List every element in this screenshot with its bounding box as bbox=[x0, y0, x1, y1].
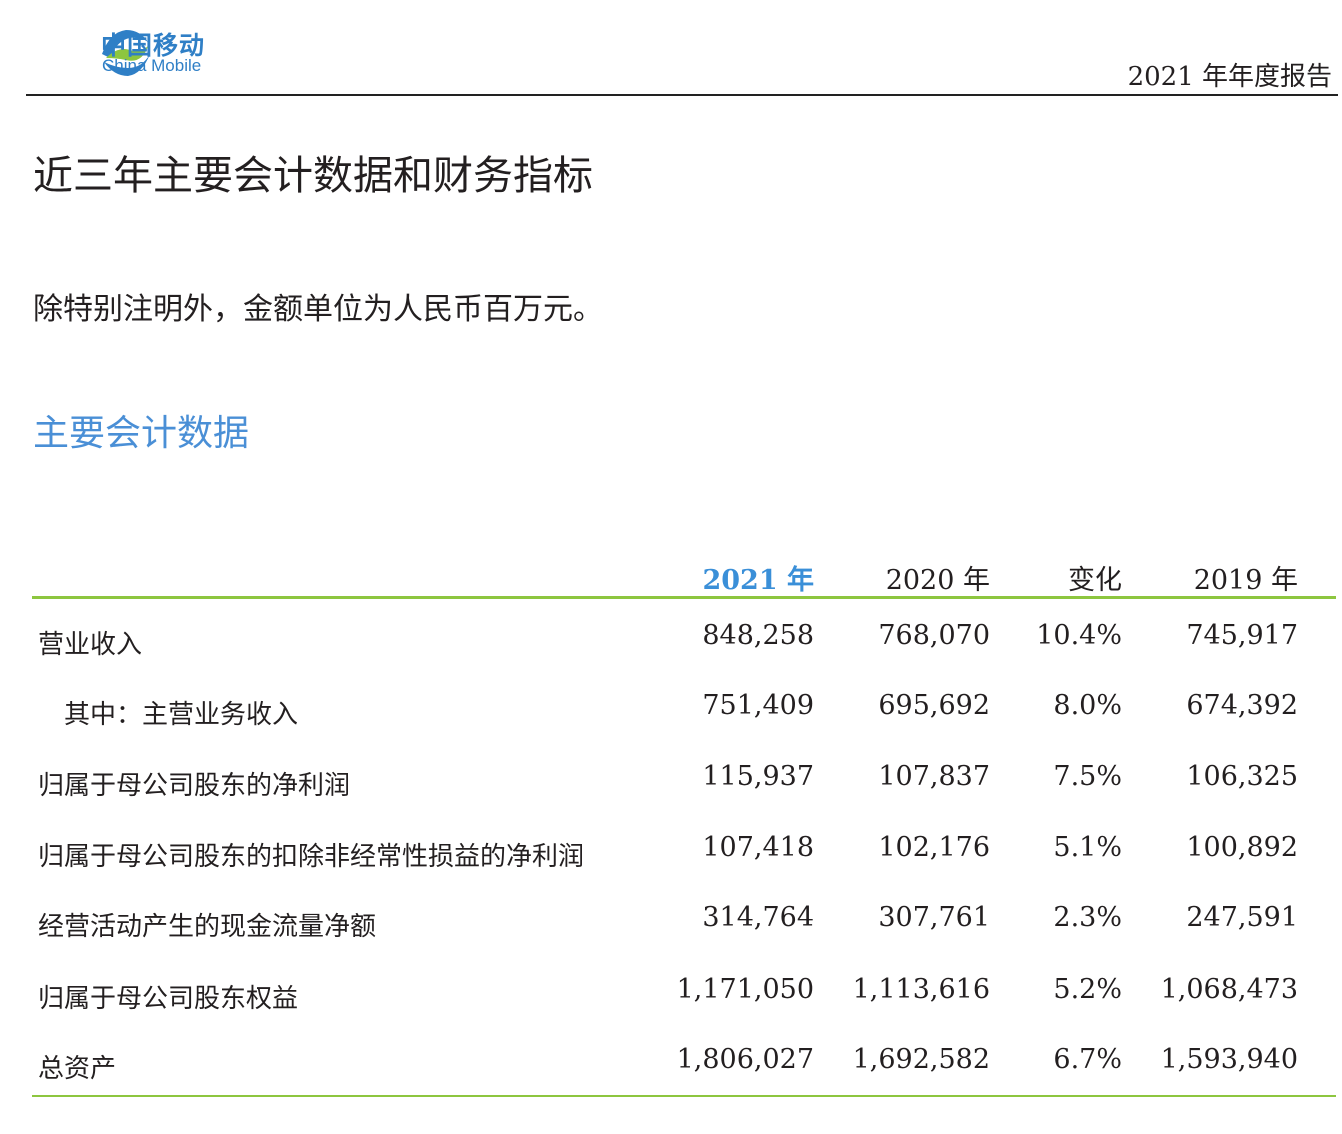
cell-2020: 1,113,616 bbox=[852, 974, 990, 1005]
cell-change: 10.4% bbox=[1036, 620, 1122, 651]
row-label: 经营活动产生的现金流量净额 bbox=[38, 912, 377, 942]
column-header-2020: 2020 年 bbox=[885, 565, 990, 596]
row-label: 归属于母公司股东权益 bbox=[38, 984, 299, 1014]
cell-2019: 745,917 bbox=[1186, 620, 1298, 651]
logo-text-cn: 中国移动 bbox=[101, 31, 206, 60]
table-row: 归属于母公司股东的净利润 115,937 107,837 7.5% 106,325 bbox=[0, 761, 1342, 815]
section-title: 主要会计数据 bbox=[33, 413, 250, 454]
cell-2019: 106,325 bbox=[1186, 761, 1298, 792]
cell-2021: 848,258 bbox=[702, 620, 814, 651]
cell-2020: 307,761 bbox=[878, 902, 990, 933]
cell-2021: 314,764 bbox=[702, 902, 814, 933]
table-row: 总资产 1,806,027 1,692,582 6.7% 1,593,940 bbox=[0, 1044, 1342, 1098]
cell-2020: 768,070 bbox=[878, 620, 990, 651]
table-row: 营业收入 848,258 768,070 10.4% 745,917 bbox=[0, 620, 1342, 674]
column-header-2021: 2021 年 bbox=[702, 565, 814, 596]
table-bottom-divider bbox=[32, 1095, 1336, 1097]
logo-text-en: China Mobile bbox=[102, 56, 202, 75]
cell-2020: 695,692 bbox=[878, 690, 990, 721]
report-title: 2021 年年度报告 bbox=[1127, 62, 1332, 92]
table-header-divider bbox=[32, 596, 1336, 599]
cell-2021: 751,409 bbox=[702, 690, 814, 721]
column-header-change: 变化 bbox=[1068, 565, 1122, 596]
header-divider bbox=[26, 94, 1338, 96]
cell-2021: 107,418 bbox=[702, 832, 814, 863]
cell-change: 6.7% bbox=[1053, 1044, 1122, 1075]
row-label: 营业收入 bbox=[38, 630, 143, 660]
table-row: 经营活动产生的现金流量净额 314,764 307,761 2.3% 247,591 bbox=[0, 902, 1342, 956]
cell-2021: 115,937 bbox=[702, 761, 814, 792]
row-label: 其中：主营业务收入 bbox=[64, 700, 299, 730]
row-label: 归属于母公司股东的扣除非经常性损益的净利润 bbox=[38, 842, 585, 872]
cell-2020: 102,176 bbox=[878, 832, 990, 863]
row-label: 归属于母公司股东的净利润 bbox=[38, 771, 351, 801]
cell-change: 7.5% bbox=[1053, 761, 1122, 792]
cell-change: 5.2% bbox=[1053, 974, 1122, 1005]
page-title: 近三年主要会计数据和财务指标 bbox=[33, 153, 593, 199]
table-row: 其中：主营业务收入 751,409 695,692 8.0% 674,392 bbox=[0, 690, 1342, 744]
table-row: 归属于母公司股东的扣除非经常性损益的净利润 107,418 102,176 5.1% 1… bbox=[0, 832, 1342, 886]
cell-2021: 1,171,050 bbox=[676, 974, 814, 1005]
row-label: 总资产 bbox=[38, 1054, 117, 1084]
cell-2021: 1,806,027 bbox=[676, 1044, 814, 1075]
cell-change: 2.3% bbox=[1053, 902, 1122, 933]
cell-2019: 247,591 bbox=[1186, 902, 1298, 933]
cell-2019: 1,068,473 bbox=[1160, 974, 1298, 1005]
cell-change: 5.1% bbox=[1053, 832, 1122, 863]
unit-note: 除特别注明外，金额单位为人民币百万元。 bbox=[33, 292, 603, 327]
cell-2019: 674,392 bbox=[1186, 690, 1298, 721]
cell-2019: 100,892 bbox=[1186, 832, 1298, 863]
cell-2020: 107,837 bbox=[878, 761, 990, 792]
cell-2019: 1,593,940 bbox=[1160, 1044, 1298, 1075]
column-header-2019: 2019 年 bbox=[1193, 565, 1298, 596]
cell-change: 8.0% bbox=[1053, 690, 1122, 721]
cell-2020: 1,692,582 bbox=[852, 1044, 990, 1075]
china-mobile-logo-icon bbox=[102, 30, 150, 76]
table-row: 归属于母公司股东权益 1,171,050 1,113,616 5.2% 1,068,47… bbox=[0, 974, 1342, 1028]
